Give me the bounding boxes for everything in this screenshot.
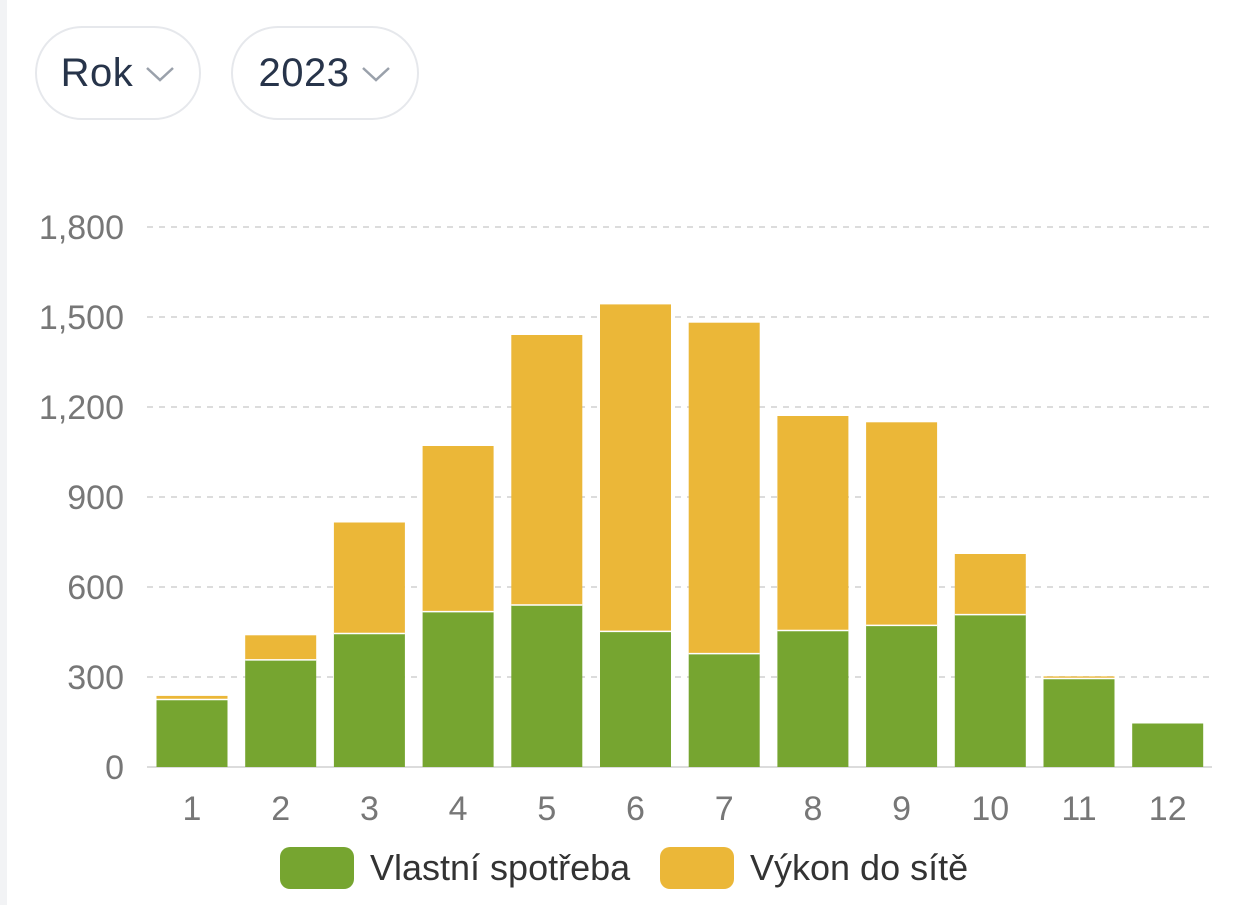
x-tick-label: 8 [803, 790, 822, 828]
y-axis-ticks: 0 300 600 900 1,200 1,500 1,800 [39, 209, 124, 787]
x-tick-label: 4 [449, 790, 468, 828]
bar-grid-export-10[interactable] [954, 554, 1026, 615]
y-tick-label: 0 [105, 749, 124, 787]
bar-self-consumption-10[interactable] [954, 614, 1026, 767]
bar-grid-export-1[interactable] [156, 695, 228, 700]
grid-lines [147, 226, 1212, 768]
y-tick-label: 900 [67, 479, 124, 517]
left-edge-strip [0, 0, 7, 905]
year-select-label: 2023 [258, 50, 350, 95]
bar-grid-export-2[interactable] [245, 635, 317, 660]
x-tick-label: 10 [971, 790, 1009, 828]
x-tick-label: 1 [183, 790, 202, 828]
bar-self-consumption-12[interactable] [1132, 723, 1204, 768]
chevron-down-icon [361, 65, 391, 88]
legend-label-self-consumption: Vlastní spotřeba [370, 847, 631, 888]
legend-item-self-consumption[interactable]: Vlastní spotřeba [280, 846, 630, 890]
bar-grid-export-11[interactable] [1043, 676, 1115, 679]
x-tick-label: 2 [271, 790, 290, 828]
period-select-label: Rok [60, 50, 134, 95]
legend-swatch-self-consumption [280, 847, 354, 889]
bar-grid-export-9[interactable] [866, 422, 938, 626]
bar-self-consumption-8[interactable] [777, 630, 849, 768]
x-tick-label: 11 [1061, 790, 1096, 828]
bar-grid-export-8[interactable] [777, 416, 849, 631]
chevron-down-icon [145, 65, 175, 88]
x-tick-label: 3 [360, 790, 379, 828]
chart-legend: Vlastní spotřeba Výkon do sítě [0, 846, 1240, 890]
bar-self-consumption-5[interactable] [511, 605, 583, 767]
y-tick-label: 1,800 [39, 209, 124, 247]
x-tick-label: 12 [1149, 790, 1187, 828]
legend-label-grid-export: Výkon do sítě [750, 847, 969, 888]
x-tick-label: 6 [626, 790, 645, 828]
bar-self-consumption-2[interactable] [245, 659, 317, 767]
legend-item-grid-export[interactable]: Výkon do sítě [660, 846, 968, 890]
bar-self-consumption-11[interactable] [1043, 678, 1115, 768]
bar-self-consumption-7[interactable] [688, 653, 760, 767]
bar-self-consumption-1[interactable] [156, 699, 228, 768]
y-tick-label: 600 [67, 569, 124, 607]
bar-self-consumption-3[interactable] [333, 633, 405, 768]
bars [156, 304, 1204, 768]
x-tick-label: 7 [715, 790, 734, 828]
year-select[interactable]: 2023 [231, 26, 419, 120]
bar-grid-export-5[interactable] [511, 335, 583, 605]
bar-self-consumption-6[interactable] [600, 631, 671, 767]
y-tick-label: 300 [67, 659, 124, 697]
bar-self-consumption-4[interactable] [422, 611, 494, 767]
period-select[interactable]: Rok [35, 26, 201, 120]
bar-grid-export-6[interactable] [600, 304, 671, 632]
legend-swatch-grid-export [660, 847, 734, 889]
bar-grid-export-4[interactable] [422, 446, 494, 612]
x-tick-label: 5 [537, 790, 556, 828]
y-tick-label: 1,200 [39, 389, 124, 427]
bar-grid-export-7[interactable] [688, 322, 760, 654]
x-tick-label: 9 [892, 790, 911, 828]
bar-grid-export-3[interactable] [333, 522, 405, 634]
x-axis-ticks: 1 2 3 4 5 6 7 8 9 10 11 12 [183, 790, 1187, 828]
bar-self-consumption-9[interactable] [866, 625, 938, 767]
y-tick-label: 1,500 [39, 299, 124, 337]
